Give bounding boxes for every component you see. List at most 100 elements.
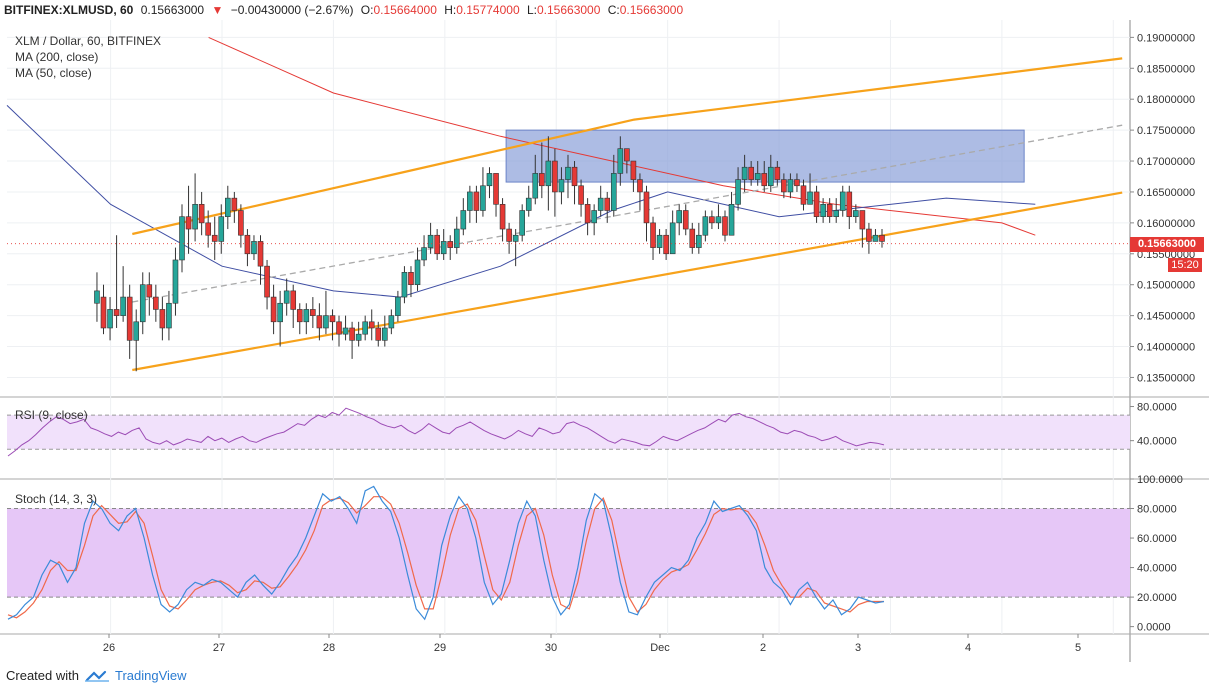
candle-up: [610, 173, 617, 211]
candle-down: [650, 222, 656, 248]
candle-down: [624, 148, 630, 162]
chart-title: XLM / Dollar, 60, BITFINEX: [15, 34, 162, 48]
candle-up: [617, 148, 624, 174]
x-tick-label: 4: [965, 642, 971, 654]
candle-down: [126, 296, 133, 341]
candle-down: [604, 197, 611, 211]
candle-up: [669, 222, 676, 255]
candle-down: [748, 166, 754, 180]
candle-up: [94, 290, 100, 304]
change-value: −0.00430000 (−2.67%): [230, 3, 354, 17]
tradingview-logo-icon: [84, 670, 109, 682]
stoch-tick-label: 0.0000: [1137, 622, 1171, 634]
candle-down: [774, 166, 781, 180]
candle-down: [499, 204, 506, 230]
candle-down: [689, 228, 696, 248]
stoch-tick-label: 20.0000: [1137, 592, 1177, 604]
chart-canvas[interactable]: 0.19000000 0.18500000 0.18000000 0.17500000…: [0, 20, 1209, 662]
candle-up: [741, 166, 748, 180]
stoch-tick-label: 80.0000: [1137, 504, 1177, 516]
last-price: 0.15663000: [140, 3, 205, 17]
candle-down: [761, 173, 768, 187]
y-tick-label: 0.15000000: [1137, 280, 1195, 292]
candle-up: [467, 191, 473, 211]
x-tick-label: 3: [855, 642, 861, 654]
candle-down: [316, 315, 323, 329]
candle-down: [336, 321, 342, 335]
stoch-d-line: [7, 496, 884, 619]
candle-up: [486, 173, 493, 187]
candle-down: [813, 191, 820, 217]
candle-down: [846, 191, 853, 217]
candle-down: [159, 309, 166, 329]
candle-down: [794, 179, 800, 187]
candle-up: [545, 160, 552, 187]
stoch-band: [7, 508, 1130, 598]
main-legend: XLM / Dollar, 60, BITFINEX MA (200, clos…: [15, 33, 161, 81]
change-arrow-icon: ▼: [211, 3, 224, 17]
candle-down: [552, 160, 558, 193]
candle-down: [146, 284, 153, 298]
candle-up: [525, 197, 532, 211]
channel-upper-line: [132, 57, 1123, 236]
candle-down: [826, 204, 833, 217]
candle-up: [807, 191, 813, 205]
candle-up: [440, 241, 447, 255]
candle-down: [682, 210, 689, 230]
candle-up: [519, 210, 525, 236]
candle-down: [113, 309, 120, 316]
candle-up: [427, 234, 434, 248]
candle-up: [787, 179, 794, 193]
candle-up: [303, 309, 310, 323]
x-tick-label: 26: [103, 642, 115, 654]
candle-up: [591, 210, 597, 224]
stoch-tick-label: 100.0000: [1137, 474, 1183, 486]
candle-up: [754, 173, 761, 180]
candle-up: [192, 204, 198, 230]
candle-down: [663, 234, 669, 255]
x-tick-label: 30: [545, 642, 557, 654]
candle-down: [329, 315, 336, 323]
candle-down: [879, 234, 885, 242]
y-tick-label: 0.15500000: [1137, 249, 1195, 261]
candle-up: [460, 210, 467, 230]
open-value: 0.15664000: [373, 3, 437, 17]
channel-midline: [132, 124, 1123, 303]
candle-up: [401, 272, 408, 298]
candle-up: [696, 234, 702, 248]
candle-up: [172, 259, 179, 304]
candle-up: [853, 210, 859, 217]
candle-down: [153, 296, 159, 310]
stoch-k-line: [7, 485, 885, 621]
rsi-legend: RSI (9, close): [15, 408, 88, 422]
candle-up: [839, 191, 846, 211]
x-tick-label: 5: [1075, 642, 1081, 654]
candle-down: [578, 185, 584, 205]
symbol-header: BITFINEX:XLMUSD, 60 0.15663000 ▼ −0.0043…: [0, 0, 1209, 20]
candle-down: [539, 173, 545, 187]
candle-down: [205, 222, 211, 236]
candle-down: [859, 210, 866, 230]
candle-down: [349, 327, 355, 341]
low-value: 0.15663000: [536, 3, 601, 17]
candle-up: [872, 234, 879, 242]
low-label: L:: [526, 3, 537, 17]
candle-up: [676, 210, 682, 224]
tradingview-brand[interactable]: TradingView: [114, 668, 187, 683]
candle-down: [100, 296, 107, 329]
x-tick-label: 2: [760, 642, 766, 654]
y-tick-label: 0.18500000: [1137, 63, 1195, 75]
candle-down: [584, 204, 591, 224]
candle-down: [643, 191, 650, 224]
y-tick-label: 0.17500000: [1137, 125, 1195, 137]
y-tick-label: 0.14500000: [1137, 311, 1195, 323]
candle-up: [833, 210, 840, 217]
candle-up: [597, 197, 604, 211]
candle-up: [362, 321, 368, 335]
candle-down: [866, 228, 872, 242]
candle-down: [310, 309, 316, 316]
candle-down: [290, 290, 297, 310]
y-tick-label: 0.16500000: [1137, 187, 1195, 199]
candle-up: [512, 234, 519, 242]
candle-down: [473, 191, 480, 211]
